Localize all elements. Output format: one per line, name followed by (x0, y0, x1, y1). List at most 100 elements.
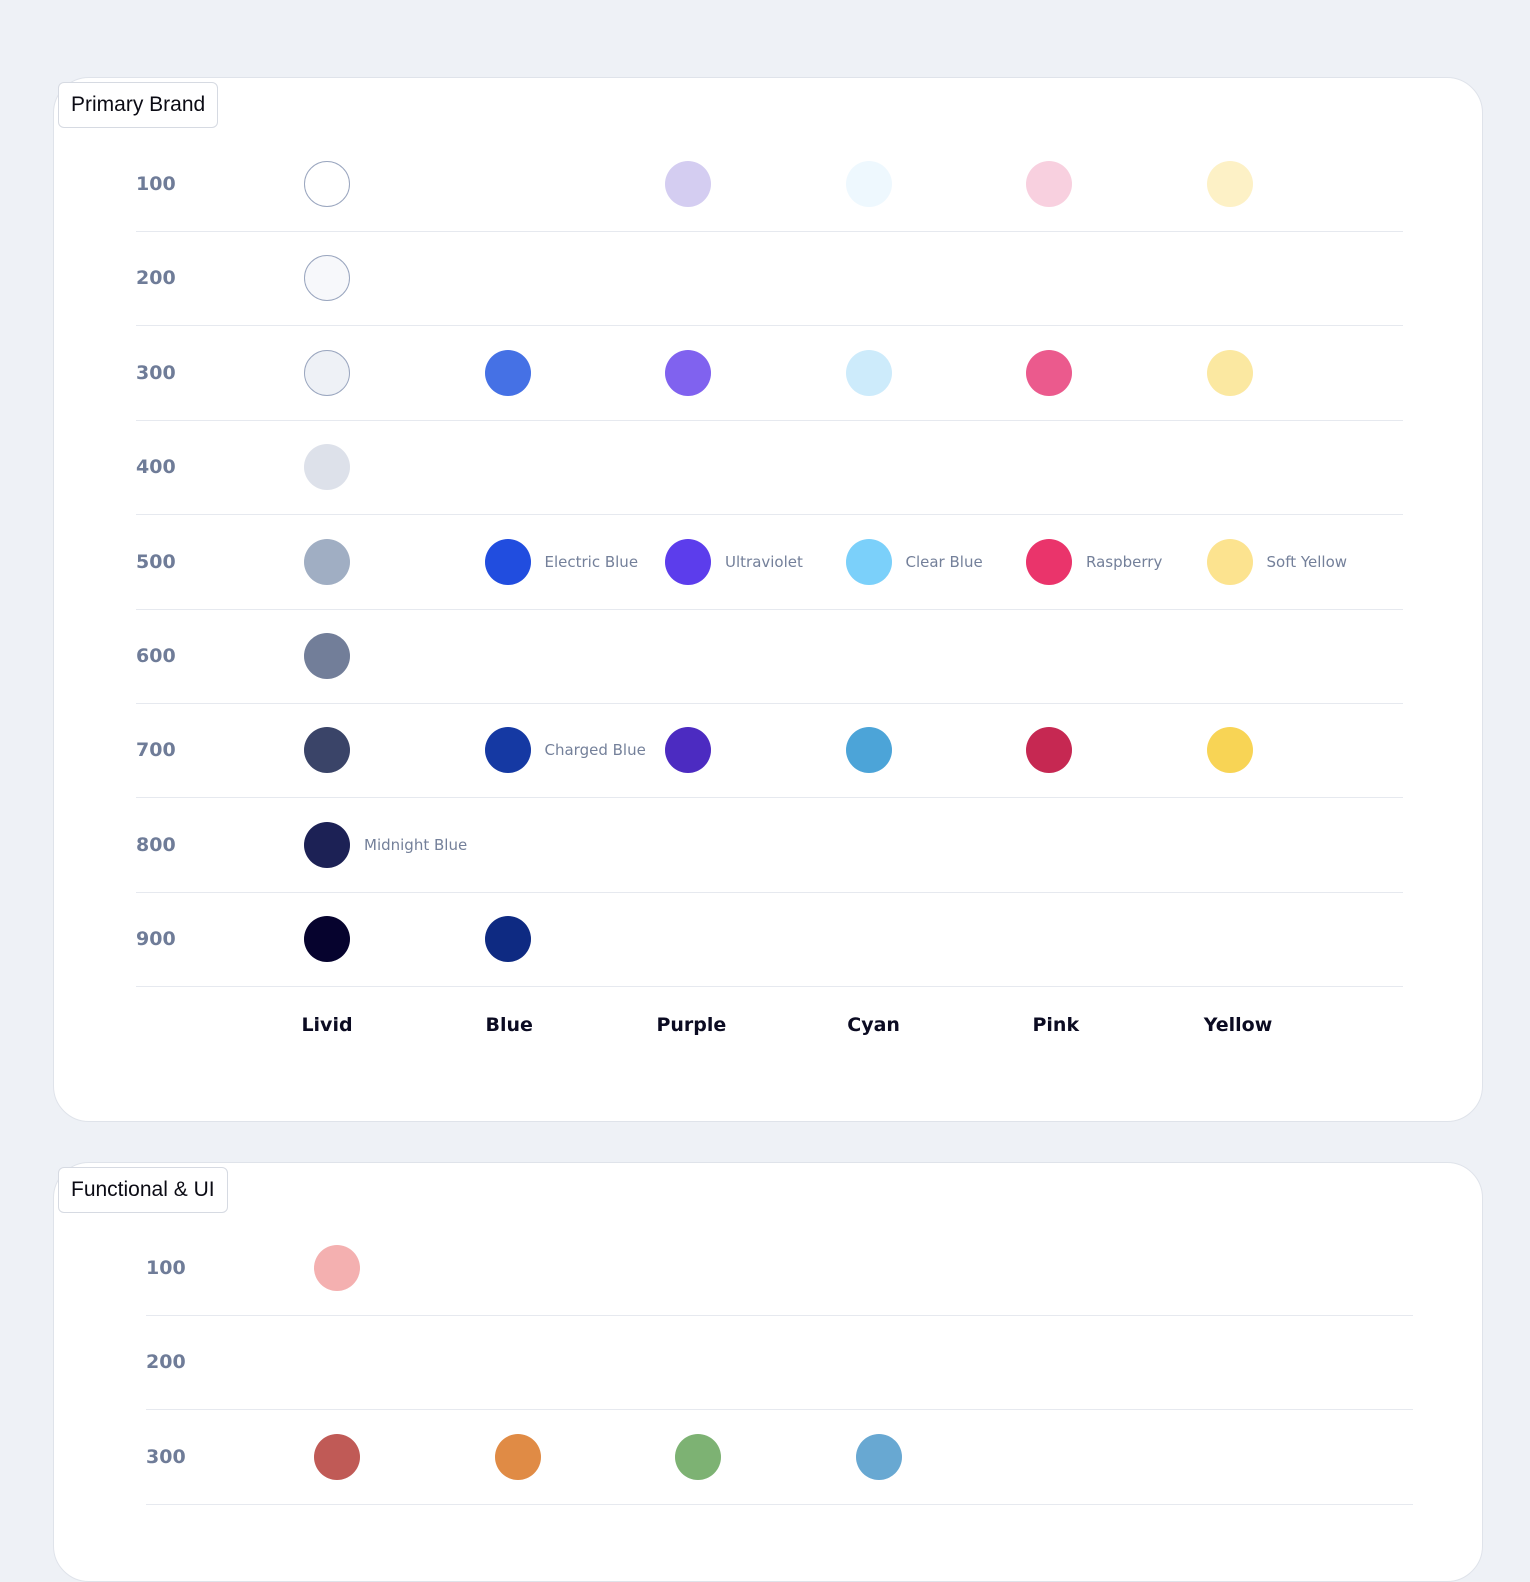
color-swatch[interactable] (304, 138, 350, 230)
color-dot (665, 538, 711, 585)
color-dot (1206, 727, 1253, 774)
color-dot (304, 727, 350, 774)
swatch-name: Charged Blue (544, 741, 646, 760)
color-swatch[interactable]: Charged Blue (484, 704, 655, 796)
row-label: 100 (136, 173, 176, 195)
color-dot (1026, 161, 1072, 207)
color-swatch[interactable] (484, 893, 531, 985)
functional-ui-title: Functional & UI (58, 1167, 228, 1213)
column-label-cyan: Cyan (847, 1014, 900, 1036)
color-swatch[interactable] (314, 1222, 360, 1314)
color-swatch[interactable] (1206, 327, 1253, 419)
color-dot (314, 1245, 360, 1291)
functional-ui-card: Functional & UI 100 200 300 (53, 1162, 1483, 1582)
swatch-name: Electric Blue (544, 552, 639, 571)
column-label-yellow: Yellow (1203, 1014, 1273, 1036)
palette-row-100: 100 (146, 1222, 1413, 1316)
color-swatch[interactable]: Midnight Blue (304, 799, 474, 891)
swatch-name: Ultraviolet (725, 552, 803, 571)
palette-row-200: 200 (146, 1316, 1413, 1411)
color-dot (845, 538, 892, 585)
column-label-pink: Pink (1032, 1014, 1080, 1036)
color-swatch[interactable] (845, 138, 892, 230)
palette-row-100: 100 (136, 138, 1403, 232)
color-swatch[interactable] (665, 704, 711, 796)
color-dot (304, 255, 350, 302)
column-label-livid: Livid (301, 1014, 353, 1036)
primary-brand-card: Primary Brand 100 200 300 400 500 Electric Bl… (53, 77, 1483, 1122)
color-dot (304, 538, 350, 585)
color-swatch[interactable] (304, 610, 350, 702)
color-swatch[interactable] (304, 232, 350, 324)
color-dot (1206, 161, 1253, 207)
row-label: 500 (136, 550, 176, 573)
color-swatch[interactable]: Soft Yellow (1206, 516, 1377, 608)
palette-row-300: 300 (136, 327, 1403, 421)
color-swatch[interactable] (304, 893, 350, 985)
swatch-name: Soft Yellow (1266, 552, 1348, 571)
color-swatch[interactable] (675, 1411, 721, 1503)
color-dot (1026, 727, 1072, 774)
primary-brand-title: Primary Brand (58, 82, 219, 128)
palette-row-400: 400 (136, 421, 1403, 516)
color-swatch[interactable] (304, 421, 350, 513)
color-swatch[interactable] (1206, 704, 1253, 796)
color-swatch[interactable] (845, 327, 892, 419)
color-dot (304, 916, 350, 963)
palette-row-800: 800 Midnight Blue (136, 799, 1403, 893)
palette-row-200: 200 (136, 232, 1403, 327)
color-swatch[interactable] (494, 1411, 541, 1503)
color-swatch[interactable] (304, 327, 350, 419)
color-swatch[interactable] (314, 1411, 360, 1503)
color-swatch[interactable]: Ultraviolet (665, 516, 835, 608)
color-dot (304, 349, 350, 396)
row-label: 700 (136, 739, 176, 762)
row-label: 900 (136, 928, 176, 951)
color-dot (665, 349, 711, 396)
color-swatch[interactable] (665, 138, 711, 230)
color-dot (665, 727, 711, 774)
color-dot (665, 161, 711, 207)
color-swatch[interactable]: Raspberry (1026, 516, 1196, 608)
color-swatch[interactable] (1026, 704, 1072, 796)
row-label: 800 (136, 833, 176, 856)
row-label: 200 (136, 267, 176, 290)
color-dot (845, 161, 892, 207)
color-dot (304, 161, 350, 207)
row-label: 600 (136, 645, 176, 667)
row-label: 300 (146, 1445, 186, 1468)
color-dot (304, 821, 350, 868)
color-dot (304, 444, 350, 491)
color-dot (855, 1433, 902, 1480)
color-dot (304, 633, 350, 679)
color-swatch[interactable] (1026, 327, 1072, 419)
color-dot (484, 538, 531, 585)
column-label-purple: Purple (656, 1014, 727, 1036)
color-swatch[interactable] (484, 327, 531, 419)
color-dot (494, 1433, 541, 1480)
color-dot (1206, 538, 1253, 585)
color-dot (845, 727, 892, 774)
color-dot (1026, 538, 1072, 585)
color-dot (1206, 349, 1253, 396)
color-swatch[interactable] (1026, 138, 1072, 230)
palette-row-600: 600 (136, 610, 1403, 704)
color-swatch[interactable] (304, 516, 350, 608)
column-label-blue: Blue (485, 1014, 533, 1036)
color-swatch[interactable]: Clear Blue (845, 516, 1016, 608)
color-swatch[interactable] (1206, 138, 1253, 230)
row-label: 300 (136, 361, 176, 384)
row-label: 400 (136, 456, 176, 479)
color-swatch[interactable] (855, 1411, 902, 1503)
swatch-name: Midnight Blue (364, 835, 468, 854)
palette-row-900: 900 (136, 893, 1403, 988)
palette-row-500: 500 Electric Blue Ultraviolet Clear Blue Ras… (136, 516, 1403, 610)
color-swatch[interactable]: Electric Blue (484, 516, 655, 608)
color-dot (314, 1433, 360, 1480)
color-swatch[interactable] (304, 704, 350, 796)
color-swatch[interactable] (665, 327, 711, 419)
color-dot (484, 916, 531, 963)
swatch-name: Clear Blue (905, 552, 983, 571)
color-swatch[interactable] (845, 704, 892, 796)
color-dot (845, 349, 892, 396)
